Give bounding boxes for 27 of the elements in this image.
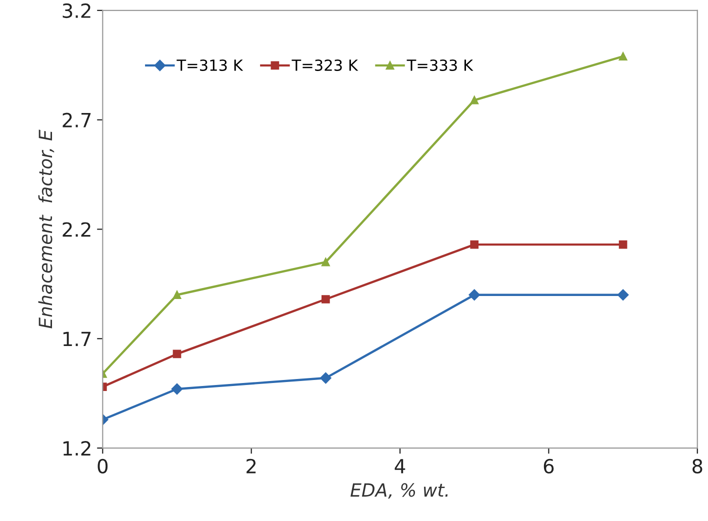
- x-tick-label: 2: [246, 458, 256, 474]
- y-tick-label: 2.7: [62, 112, 91, 128]
- point: [470, 96, 479, 104]
- x-tick-label: 4: [394, 459, 406, 474]
- point: [171, 383, 183, 395]
- point: [172, 350, 182, 358]
- x-tick-label: 8: [692, 458, 702, 474]
- point: [617, 289, 629, 300]
- x-tick-label: 0: [98, 458, 108, 474]
- y-tick-label: 1.2: [63, 441, 90, 456]
- legend-label: T=313 K: [176, 59, 244, 72]
- y-tick-label: 3.2: [62, 3, 90, 18]
- point: [322, 258, 330, 266]
- point: [468, 289, 480, 300]
- y-axis-title: Enhacement factor, E: [38, 130, 54, 328]
- legend-label: T=323 K: [292, 59, 358, 72]
- point: [320, 372, 332, 384]
- point: [470, 240, 479, 249]
- x-axis-title: EDA, % wt.: [350, 483, 448, 499]
- y-tick-label: 1.7: [63, 332, 91, 346]
- point: [618, 240, 628, 249]
- y-tick-label: 2.2: [62, 222, 90, 237]
- x-tick-label: 6: [544, 458, 554, 474]
- point: [172, 290, 182, 300]
- point: [618, 52, 628, 61]
- point: [322, 295, 330, 304]
- legend-label: T=333 K: [406, 59, 474, 72]
